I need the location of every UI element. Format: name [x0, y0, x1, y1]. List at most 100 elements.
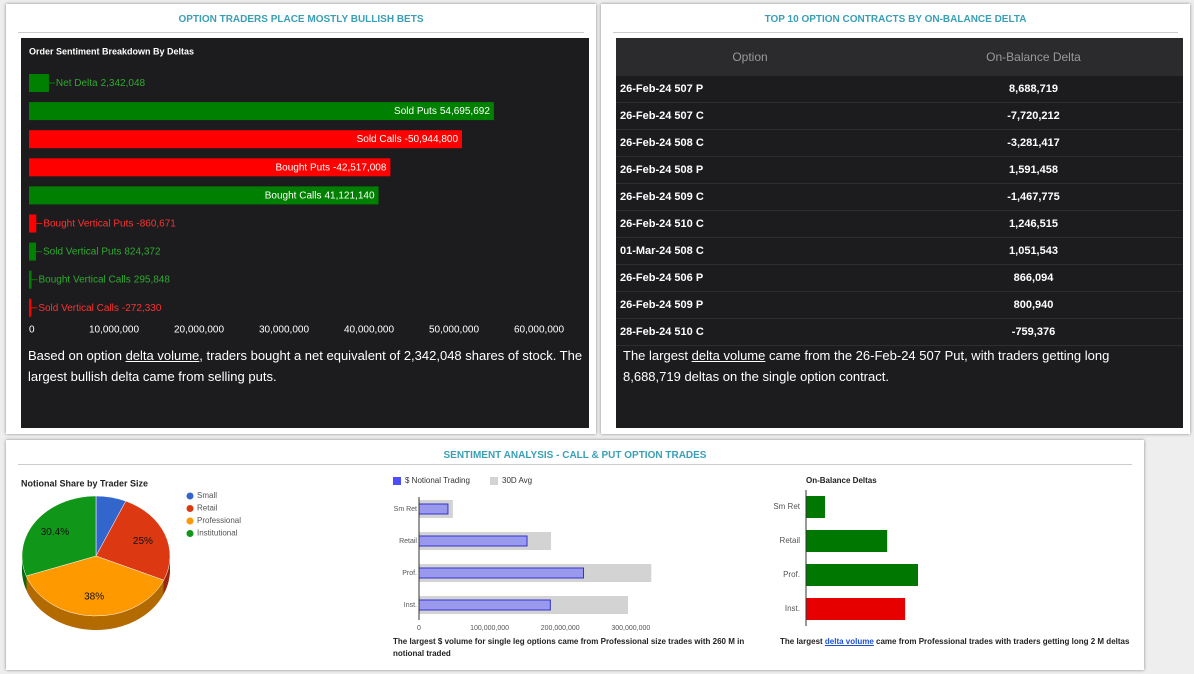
note-text: , traders bought a net equivalent of 2,3…	[28, 348, 586, 384]
table-row: 26-Feb-24 509 P 800,940	[616, 291, 1183, 319]
legend-swatch	[186, 530, 194, 537]
divider	[18, 464, 1132, 465]
note-text: came from the 26-Feb-24 507 Put, with tr…	[623, 348, 1113, 384]
value-label: -860,671	[136, 218, 176, 229]
note-text: The largest $ volume for single leg opti…	[393, 637, 747, 658]
bar	[418, 599, 551, 611]
bar-label: Sold Calls -50,944,800	[357, 134, 459, 145]
value-label: -50,944,800	[405, 134, 459, 145]
legend-label: Institutional	[197, 529, 238, 538]
x-tick-label: 20,000,000	[174, 325, 224, 336]
x-tick-label: 10,000,000	[89, 325, 139, 336]
value-label: 295,848	[134, 274, 171, 285]
x-tick-label: 60,000,000	[514, 325, 564, 336]
legend-swatch	[393, 477, 401, 485]
value-label: 54,695,692	[440, 106, 490, 117]
column-header: On-Balance Delta	[884, 38, 1183, 76]
x-tick-label: 0	[29, 325, 35, 336]
chart-title: Notional Share by Trader Size	[21, 478, 148, 488]
table-cell: -759,376	[884, 318, 1183, 346]
value-label: 41,121,140	[324, 190, 374, 201]
legend-label: Professional	[197, 516, 241, 525]
bar-label: Sold Vertical Puts 824,372	[43, 246, 161, 257]
table-cell: 1,051,543	[884, 237, 1183, 265]
link[interactable]: delta volume	[691, 348, 766, 363]
slice-label: 30.4%	[41, 527, 69, 538]
bar	[29, 298, 32, 317]
table-cell: 26-Feb-24 508 C	[616, 129, 884, 157]
table-cell: 26-Feb-24 506 P	[616, 264, 884, 292]
bar-label: Bought Calls 41,121,140	[265, 190, 375, 201]
x-tick-label: 40,000,000	[344, 325, 394, 336]
legend-swatch	[186, 517, 194, 525]
table-cell: 26-Feb-24 510 C	[616, 210, 884, 238]
bar	[418, 503, 449, 515]
table-cell: -3,281,417	[884, 129, 1183, 157]
category-label: Bought Vertical Puts	[43, 218, 133, 229]
table-row: 26-Feb-24 509 C -1,467,775	[616, 183, 1183, 211]
table-header: Option On-Balance Delta	[616, 38, 1183, 76]
table-cell: 1,591,458	[884, 156, 1183, 184]
bar	[29, 214, 37, 233]
panel-title: TOP 10 OPTION CONTRACTS BY ON-BALANCE DE…	[764, 14, 1027, 25]
table-cell: 26-Feb-24 507 P	[616, 76, 884, 103]
table-cell: 26-Feb-24 508 P	[616, 156, 884, 184]
category-label: Sold Vertical Calls	[38, 302, 119, 313]
chart-title: On-Balance Deltas	[806, 476, 877, 485]
bar	[806, 564, 918, 586]
legend-label: $ Notional Trading	[405, 476, 470, 485]
link[interactable]: delta volume	[824, 637, 874, 646]
legend-label: Retail	[197, 504, 218, 513]
table-row: 26-Feb-24 506 P 866,094	[616, 264, 1183, 292]
value-label: -42,517,008	[333, 162, 387, 173]
legend-label: Small	[197, 491, 217, 500]
value-label: -272,330	[122, 302, 162, 313]
category-label: Bought Puts	[276, 162, 330, 173]
bar	[29, 158, 391, 177]
y-tick-label: Retail	[780, 536, 801, 545]
table-cell: -1,467,775	[884, 183, 1183, 211]
y-tick-label: Sm Ret	[394, 506, 417, 513]
bar-label: Sold Vertical Calls -272,330	[38, 302, 162, 313]
value-label: 2,342,048	[101, 78, 146, 89]
panel: OPTION TRADERS PLACE MOSTLY BULLISH BETS	[6, 4, 596, 434]
panel: SENTIMENT ANALYSIS - CALL & PUT OPTION T…	[6, 440, 1144, 670]
legend-swatch	[186, 505, 194, 512]
bar	[806, 530, 888, 552]
note-text: Based on option	[28, 348, 126, 363]
y-tick-label: Retail	[399, 538, 417, 545]
x-tick-label: 0	[417, 625, 421, 632]
x-tick-label: 300,000,000	[611, 625, 650, 632]
legend-label: 30D Avg	[502, 476, 532, 485]
table-cell: 01-Mar-24 508 C	[616, 237, 884, 265]
table-row: 26-Feb-24 508 P 1,591,458	[616, 156, 1183, 184]
note: The largest $ volume for single leg opti…	[393, 636, 773, 660]
category-label: Net Delta	[56, 78, 98, 89]
bar-label: Sold Puts 54,695,692	[394, 106, 490, 117]
y-tick-label: Prof.	[402, 570, 417, 577]
bar	[29, 102, 494, 121]
bar-label: Bought Vertical Calls 295,848	[39, 274, 171, 285]
bar-label: Net Delta 2,342,048	[56, 78, 146, 89]
x-tick-label: 30,000,000	[259, 325, 309, 336]
table-cell: -7,720,212	[884, 102, 1183, 130]
panel-title: SENTIMENT ANALYSIS - CALL & PUT OPTION T…	[443, 450, 707, 461]
category-label: Sold Vertical Puts	[43, 246, 121, 257]
table-row: 26-Feb-24 507 C -7,720,212	[616, 102, 1183, 130]
slice-label: 38%	[84, 591, 104, 602]
bar	[418, 535, 528, 547]
bar-label: Bought Puts -42,517,008	[276, 162, 387, 173]
divider	[18, 32, 584, 33]
category-label: Sold Calls	[357, 134, 402, 145]
table-row: 01-Mar-24 508 C 1,051,543	[616, 237, 1183, 265]
bar	[806, 496, 826, 518]
x-tick-label: 50,000,000	[429, 325, 479, 336]
value-label: 824,372	[124, 246, 161, 257]
panel-title: OPTION TRADERS PLACE MOSTLY BULLISH BETS	[178, 14, 424, 25]
pie-slice	[25, 555, 165, 617]
bar	[29, 270, 32, 289]
pie-slice	[21, 495, 97, 577]
link[interactable]: delta volume	[125, 348, 200, 363]
bar	[29, 74, 49, 92]
category-label: Sold Puts	[394, 106, 437, 117]
